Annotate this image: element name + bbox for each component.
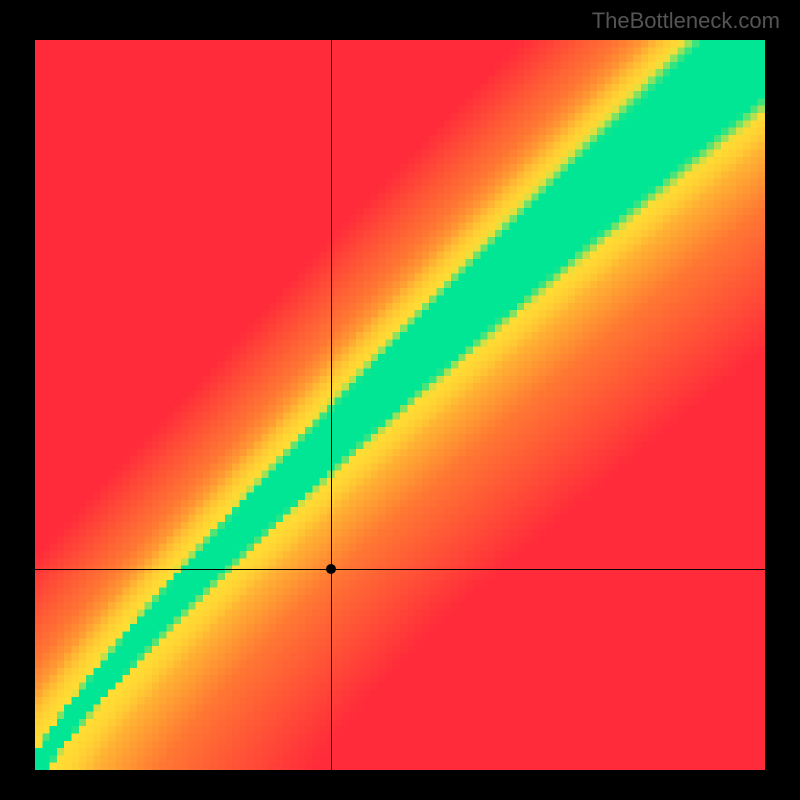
- marker-point: [326, 564, 336, 574]
- heatmap-chart: [35, 40, 765, 770]
- heatmap-canvas: [35, 40, 765, 770]
- crosshair-horizontal: [35, 569, 765, 570]
- watermark-text: TheBottleneck.com: [592, 8, 780, 34]
- crosshair-vertical: [331, 40, 332, 770]
